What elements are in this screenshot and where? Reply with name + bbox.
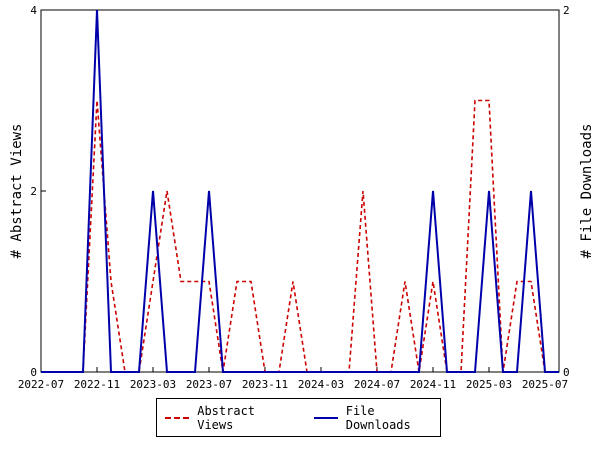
legend-label-views: Abstract Views <box>197 403 256 432</box>
y-right-tick-label: 0 <box>563 366 570 379</box>
y-right-tick-label: 2 <box>563 4 570 17</box>
x-tick-label: 2025-03 <box>466 378 512 391</box>
x-tick-label: 2023-03 <box>130 378 176 391</box>
downloads-swatch <box>313 416 338 419</box>
legend: Abstract Views File Downloads <box>156 398 441 437</box>
legend-item-downloads: File Downloads <box>306 404 441 432</box>
tick-labels: 2022-07 2022-11 2023-03 2023-07 2023-11 2024-… <box>18 4 570 391</box>
legend-item-views: Abstract Views <box>157 404 292 432</box>
right-axis-title: # File Downloads <box>579 124 595 259</box>
x-tick-label: 2023-07 <box>186 378 232 391</box>
x-tick-label: 2024-07 <box>354 378 400 391</box>
x-tick-label: 2022-11 <box>74 378 120 391</box>
legend-label-downloads: File Downloads <box>345 403 411 432</box>
plot-area <box>40 9 560 373</box>
x-tick-label: 2023-11 <box>242 378 288 391</box>
views-swatch <box>165 416 190 419</box>
x-tick-label: 2025-07 <box>522 378 568 391</box>
y-left-tick-label: 0 <box>30 366 37 379</box>
file-downloads-line <box>41 9 559 373</box>
y-left-tick-label: 4 <box>30 4 37 17</box>
left-axis-title: # Abstract Views <box>9 124 25 259</box>
x-tick-label: 2022-07 <box>18 378 64 391</box>
x-tick-label: 2024-03 <box>298 378 344 391</box>
x-tick-label: 2024-11 <box>410 378 456 391</box>
y-left-tick-label: 2 <box>30 185 37 198</box>
series-layer <box>41 9 559 373</box>
